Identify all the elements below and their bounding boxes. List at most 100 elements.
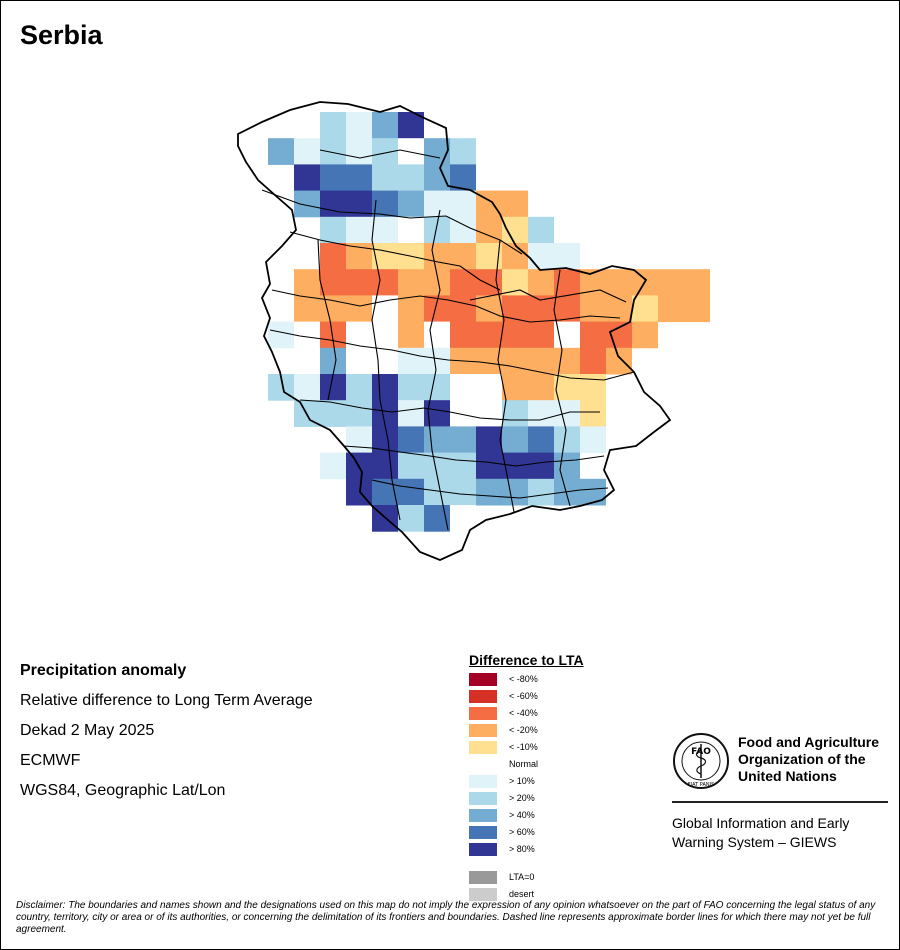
legend-item: > 20%: [469, 791, 584, 808]
legend-label: < -40%: [509, 708, 538, 718]
grid-cell: [320, 321, 346, 349]
grid-cell: [554, 426, 580, 454]
legend-swatch: [469, 690, 497, 703]
giews-line2: Warning System – GIEWS: [672, 834, 837, 850]
fao-name-line3: United Nations: [738, 768, 837, 784]
grid-cell: [320, 138, 346, 165]
grid-cell: [346, 400, 372, 427]
grid-cell: [424, 216, 450, 244]
legend-label: > 80%: [509, 844, 535, 854]
map-info-panel: Precipitation anomaly Relative differenc…: [20, 656, 313, 806]
grid-cell: [658, 269, 684, 296]
grid-cell: [346, 347, 372, 375]
grid-cell: [450, 505, 476, 532]
district-line: [261, 189, 523, 255]
grid-cell: [528, 452, 554, 480]
legend-label: < -80%: [509, 674, 538, 684]
grid-cell: [476, 347, 502, 375]
grid-cell: [528, 269, 554, 296]
grid-cell: [476, 374, 502, 401]
legend-swatch: [469, 775, 497, 788]
grid-cell: [294, 138, 320, 165]
map-heading: Precipitation anomaly: [20, 662, 187, 679]
precipitation-anomaly-map: [237, 101, 710, 561]
legend-item: Normal: [469, 757, 584, 774]
grid-cell: [346, 295, 372, 323]
legend-item: > 60%: [469, 825, 584, 842]
grid-cell: [294, 321, 320, 349]
legend-label: > 20%: [509, 793, 535, 803]
grid-cell: [398, 321, 424, 349]
legend-label: > 40%: [509, 810, 535, 820]
grid-cell: [372, 347, 398, 375]
legend-item: > 80%: [469, 842, 584, 859]
grid-cell: [606, 321, 632, 349]
grid-cell: [320, 164, 346, 192]
map-period: Dekad 2 May 2025: [20, 722, 155, 739]
grid-cell: [398, 452, 424, 480]
grid-cell: [554, 347, 580, 375]
grid-cell: [632, 321, 658, 349]
legend-label: < -10%: [509, 742, 538, 752]
legend-label: > 60%: [509, 827, 535, 837]
grid-cell: [372, 321, 398, 349]
grid-cell: [372, 243, 398, 270]
legend-item: < -20%: [469, 723, 584, 740]
grid-cell: [268, 321, 294, 349]
grid-cell: [424, 374, 450, 401]
grid-cell: [502, 426, 528, 454]
legend-swatch: [469, 707, 497, 720]
grid-cell: [684, 295, 710, 323]
grid-cell: [398, 269, 424, 296]
grid-cell: [528, 400, 554, 427]
grid-cell: [294, 190, 320, 218]
grid-cell: [502, 347, 528, 375]
grid-cell: [424, 426, 450, 454]
fao-logo-ring: FIAT PANIS: [688, 782, 715, 788]
grid-cell: [476, 321, 502, 349]
grid-cell: [268, 138, 294, 165]
legend-swatch: [469, 871, 497, 884]
grid-cell: [450, 321, 476, 349]
legend: Difference to LTA < -80% < -60% < -40% < -2…: [469, 652, 584, 904]
legend-label: Normal: [509, 759, 539, 769]
grid-cell: [580, 478, 606, 506]
grid-cell: [658, 295, 684, 323]
legend-item: < -60%: [469, 689, 584, 706]
grid-cell: [320, 452, 346, 480]
grid-cell: [580, 374, 606, 401]
legend-swatch: [469, 792, 497, 805]
grid-cell: [528, 426, 554, 454]
grid-cell: [398, 295, 424, 323]
grid-cell: [580, 426, 606, 454]
grid-cell: [372, 112, 398, 139]
grid-cell: [450, 243, 476, 270]
grid-cell: [346, 269, 372, 296]
grid-cell: [320, 269, 346, 296]
grid-cell: [632, 295, 658, 323]
grid-cell: [424, 138, 450, 165]
district-line: [427, 209, 449, 531]
grid-cell: [372, 164, 398, 192]
grid-cell: [476, 426, 502, 454]
grid-cell: [528, 243, 554, 270]
grid-cell: [502, 295, 528, 323]
fao-divider: [672, 801, 888, 803]
fao-name-line1: Food and Agriculture: [738, 734, 880, 750]
grid-cell: [502, 243, 528, 270]
grid-cell: [294, 347, 320, 375]
grid-cell: [320, 190, 346, 218]
grid-cell: [372, 269, 398, 296]
grid-cell: [528, 478, 554, 506]
district-line: [319, 149, 441, 159]
grid-cell: [554, 243, 580, 270]
grid-cell: [320, 295, 346, 323]
grid-cell: [424, 243, 450, 270]
grid-cell: [424, 190, 450, 218]
grid-cell: [294, 374, 320, 401]
grid-cell: [294, 269, 320, 296]
district-line: [553, 269, 571, 507]
grid-cell: [580, 347, 606, 375]
grid-cell: [424, 347, 450, 375]
grid-cell: [580, 295, 606, 323]
